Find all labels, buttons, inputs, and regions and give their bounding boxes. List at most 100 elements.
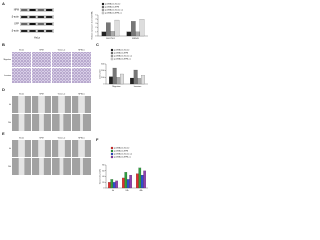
bar bbox=[141, 75, 145, 85]
panel-label: C bbox=[96, 42, 99, 47]
legend-swatch bbox=[110, 149, 114, 153]
blot-band bbox=[29, 16, 36, 18]
y-tick-label: 80 bbox=[102, 165, 105, 167]
bar bbox=[143, 170, 146, 189]
blot-strip bbox=[20, 8, 54, 12]
y-tick-label: 100 bbox=[101, 77, 105, 79]
column-label: NPM+si bbox=[78, 93, 85, 95]
column-label: NPM bbox=[40, 137, 44, 139]
blot-strip bbox=[20, 15, 54, 19]
bar bbox=[131, 21, 136, 37]
blot-band bbox=[37, 23, 45, 25]
wound-gap bbox=[78, 140, 85, 157]
wound-gap bbox=[38, 96, 45, 113]
panel-label: D bbox=[2, 87, 5, 92]
y-tick-label: 40 bbox=[102, 176, 105, 178]
row-label: 0h bbox=[9, 104, 11, 106]
x-tick-label: Migration bbox=[112, 85, 120, 88]
y-tick-label: 3 bbox=[95, 23, 97, 25]
micrograph bbox=[32, 52, 51, 67]
wound-gap bbox=[18, 114, 25, 131]
panel-label: B bbox=[2, 42, 5, 47]
bar bbox=[109, 76, 113, 85]
legend-label: pcDNA3.1-NPM+si bbox=[105, 12, 122, 15]
micrograph bbox=[52, 52, 71, 67]
legend-swatch bbox=[101, 8, 105, 12]
blot-band bbox=[29, 9, 36, 11]
legend-label: pcDNA3.1-NPM bbox=[114, 52, 129, 55]
legend-swatch bbox=[110, 152, 114, 156]
micrograph bbox=[12, 52, 31, 67]
blot-band bbox=[21, 9, 28, 11]
bar bbox=[110, 179, 114, 189]
column-label: Vector+si bbox=[58, 92, 66, 95]
micrograph bbox=[52, 68, 71, 83]
column-label: NPM+si bbox=[78, 49, 85, 51]
x-tick-label: 48h bbox=[139, 190, 142, 192]
blot-strip bbox=[20, 22, 54, 26]
legend-label: pcDNA3.1-Vector+si bbox=[114, 153, 133, 156]
wound-gap bbox=[18, 96, 25, 113]
legend-swatch bbox=[110, 146, 114, 150]
blot-band bbox=[45, 16, 53, 18]
cell-line: HeLa bbox=[34, 37, 40, 40]
y-tick-label: 200 bbox=[101, 70, 105, 72]
x-tick-label: 24h bbox=[125, 190, 128, 192]
y-tick-label: 5 bbox=[95, 15, 97, 17]
bar bbox=[101, 31, 107, 37]
bar bbox=[122, 177, 125, 189]
x-tick-label: Invasion bbox=[134, 86, 141, 88]
panel-label: E bbox=[2, 131, 5, 136]
wound-gap bbox=[80, 158, 83, 175]
column-label: NPM bbox=[40, 93, 44, 95]
y-tick-label: 2 bbox=[95, 27, 97, 29]
bar bbox=[110, 31, 115, 37]
blot-band bbox=[29, 23, 36, 25]
blot-band bbox=[21, 30, 28, 32]
row-label: 24h bbox=[8, 122, 11, 124]
blot-label: β-actin bbox=[12, 16, 20, 19]
legend-swatch bbox=[101, 2, 105, 6]
legend-swatch bbox=[110, 54, 114, 58]
bar bbox=[136, 173, 139, 189]
legend-swatch bbox=[101, 11, 105, 15]
figure: A B C D E F NPM β-actin GFP β-actin HeLa Vector NPM V… bbox=[2, 1, 148, 192]
wound-gap bbox=[39, 114, 44, 131]
panel-label: A bbox=[2, 1, 5, 6]
bar bbox=[130, 77, 134, 85]
micrograph bbox=[72, 68, 91, 83]
wound-gap bbox=[18, 158, 25, 175]
x-tick-label: SGC7901 bbox=[106, 38, 116, 40]
legend-label: pcDNA3.1-Vector bbox=[114, 147, 130, 150]
row-label: 24h bbox=[8, 166, 11, 168]
y-tick-label: 60 bbox=[102, 170, 105, 172]
blot-band bbox=[37, 16, 45, 18]
legend-label: pcDNA3.1-Vector+si bbox=[114, 55, 133, 58]
wound-gap bbox=[59, 114, 64, 131]
blot-label: β-actin bbox=[12, 30, 20, 33]
bar bbox=[138, 167, 142, 189]
panel-label: F bbox=[96, 137, 99, 142]
column-label: Vector bbox=[19, 136, 24, 139]
bar bbox=[135, 31, 140, 37]
bar bbox=[116, 77, 121, 85]
row-label: Migration bbox=[4, 58, 11, 61]
row-label: 0h bbox=[9, 148, 11, 150]
blot-band bbox=[21, 23, 28, 25]
wound-gap bbox=[59, 158, 64, 175]
legend-label: pcDNA3.1-NPM bbox=[114, 150, 129, 153]
y-tick-label: 0 bbox=[103, 188, 105, 190]
wound-gap bbox=[58, 140, 65, 157]
wound-gap bbox=[39, 158, 44, 175]
wound-gap bbox=[80, 114, 83, 131]
blot-band bbox=[45, 9, 53, 11]
wound-gap bbox=[58, 96, 65, 113]
column-label: Vector+si bbox=[58, 48, 66, 51]
bar bbox=[106, 22, 111, 37]
bar bbox=[112, 67, 117, 85]
legend-label: pcDNA3.1-Vector+si bbox=[105, 9, 124, 12]
bar bbox=[137, 78, 142, 85]
bar bbox=[112, 182, 116, 189]
blot-strip bbox=[20, 29, 54, 33]
bar bbox=[126, 179, 130, 189]
